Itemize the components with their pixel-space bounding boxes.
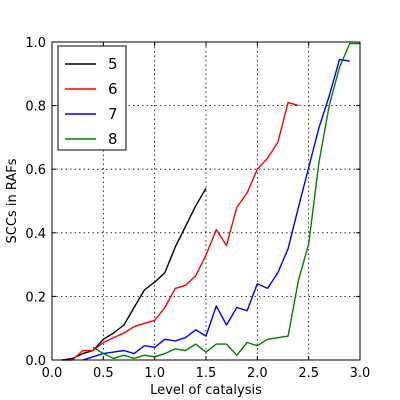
legend-label-8: 8 [108,130,118,148]
axis-ticks [51,41,361,361]
y-tick-label: 0.8 [25,100,46,115]
legend: 5 6 7 8 [57,45,127,151]
legend-label-5: 5 [108,55,118,73]
y-axis-label: SCCs in RAFs [5,158,20,243]
legend-label-7: 7 [108,105,118,123]
x-tick-label: 3.0 [350,366,371,381]
legend-label-6: 6 [108,80,118,98]
y-tick-label: 1.0 [25,36,46,51]
x-tick-label: 2.5 [298,366,319,381]
series-group [62,42,360,361]
x-tick-label: 0.0 [42,366,63,381]
series-line-8 [92,42,360,360]
series-line-6 [62,101,299,361]
x-tick-label: 1.5 [196,366,217,381]
x-tick-label: 2.0 [247,366,268,381]
y-tick-label: 0.4 [25,227,46,242]
y-tick-label: 0.6 [25,163,46,178]
x-tick-labels: 0.0 0.5 1.0 1.5 2.0 2.5 3.0 [42,366,371,381]
y-tick-label: 0.0 [25,354,46,369]
x-tick-label: 1.0 [144,366,165,381]
x-tick-label: 0.5 [93,366,114,381]
series-line-5 [62,187,207,361]
x-axis-label: Level of catalysis [150,383,262,398]
series-line-7 [82,58,350,361]
y-tick-label: 0.2 [25,290,46,305]
y-tick-labels: 0.0 0.2 0.4 0.6 0.8 1.0 [25,36,46,369]
